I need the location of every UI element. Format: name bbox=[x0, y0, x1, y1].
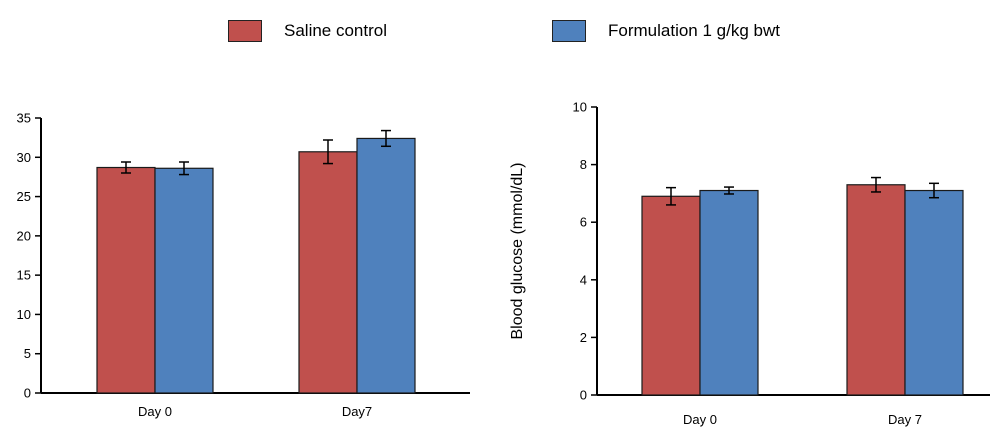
chart1-category-label: Day7 bbox=[342, 404, 372, 419]
chart2-category-label: Day 7 bbox=[888, 412, 922, 427]
chart2-bar-formulation bbox=[699, 189, 759, 396]
chart1-y-tick-label: 25 bbox=[17, 189, 31, 204]
chart2-y-tick-label: 0 bbox=[580, 388, 587, 403]
chart1-y-tick-label: 30 bbox=[17, 150, 31, 165]
chart2-bar-formulation bbox=[904, 189, 964, 396]
chart2-y-tick-label: 8 bbox=[580, 157, 587, 172]
chart2-category-label: Day 0 bbox=[683, 412, 717, 427]
legend-label-formulation: Formulation 1 g/kg bwt bbox=[608, 21, 780, 40]
chart1-category-label: Day 0 bbox=[138, 404, 172, 419]
chart2-y-tick-label: 10 bbox=[573, 100, 587, 115]
chart2-y-axis-title: Blood glucose (mmol/dL) bbox=[509, 163, 526, 340]
chart2-y-tick-label: 6 bbox=[580, 215, 587, 230]
chart2-y-tick-label: 2 bbox=[580, 330, 587, 345]
chart1-y-tick-label: 10 bbox=[17, 307, 31, 322]
chart-legend: Saline control Formulation 1 g/kg bwt bbox=[0, 14, 997, 48]
chart1-y-tick-label: 15 bbox=[17, 268, 31, 283]
legend-swatch-formulation bbox=[552, 20, 586, 42]
chart2-bar-saline bbox=[846, 184, 906, 396]
chart1-y-tick-label: 0 bbox=[24, 386, 31, 401]
chart1-bar-formulation bbox=[356, 137, 416, 394]
legend-item-formulation: Formulation 1 g/kg bwt bbox=[552, 14, 780, 48]
chart1-bar-formulation bbox=[154, 167, 214, 394]
legend-swatch-saline bbox=[228, 20, 262, 42]
legend-label-saline: Saline control bbox=[284, 21, 388, 40]
chart1-y-tick-label: 5 bbox=[24, 346, 31, 361]
chart1-y-tick-label: 35 bbox=[17, 111, 31, 126]
chart2-y-tick-label: 4 bbox=[580, 272, 587, 287]
legend-item-saline: Saline control bbox=[228, 14, 387, 48]
chart1-bar-saline bbox=[96, 166, 156, 394]
chart1-y-tick-label: 20 bbox=[17, 228, 31, 243]
chart1-bar-saline bbox=[298, 151, 358, 394]
chart2-bar-saline bbox=[641, 195, 701, 396]
